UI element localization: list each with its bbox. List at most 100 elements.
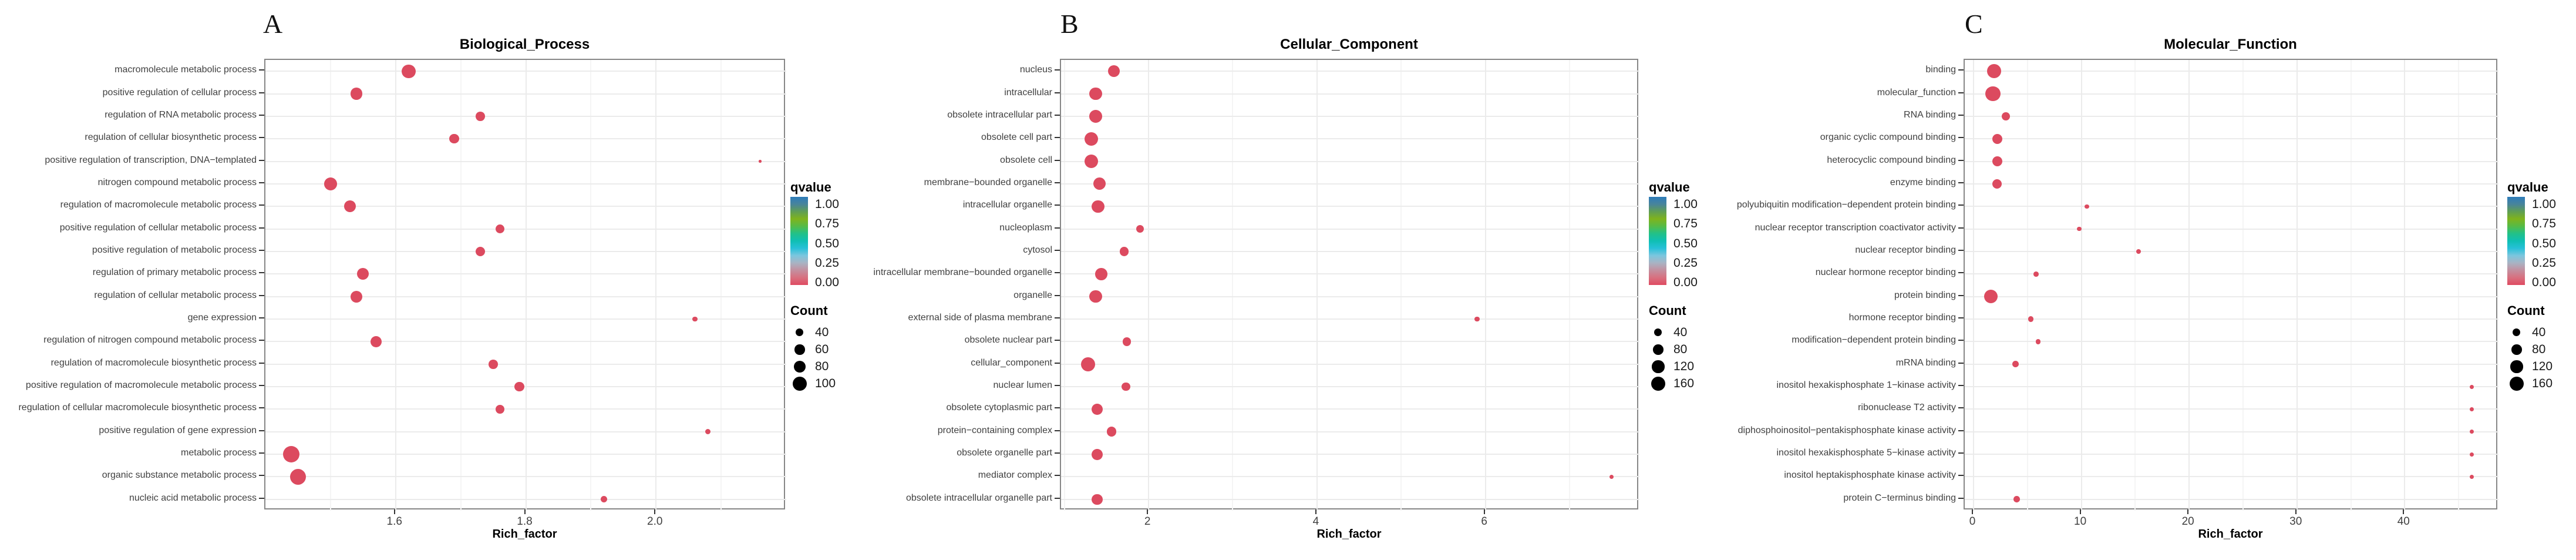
gridline-row <box>265 93 786 95</box>
y-tick <box>1055 137 1060 139</box>
count-legend-dot <box>1651 376 1665 391</box>
data-point <box>2469 452 2474 457</box>
data-point <box>1122 337 1131 346</box>
x-tick-label: 40 <box>2397 515 2410 528</box>
gridline-row <box>1965 206 2498 207</box>
legend-qvalue-title: qvalue <box>1649 180 1690 195</box>
gridline-minor <box>720 60 722 511</box>
x-tick-label: 2 <box>1144 515 1151 528</box>
gridline-row <box>1061 431 1639 432</box>
gridline-major <box>2188 60 2190 511</box>
count-legend-dot <box>2511 344 2522 355</box>
data-point <box>475 246 485 256</box>
x-tick <box>524 509 526 514</box>
data-point <box>1119 247 1129 256</box>
gridline-row <box>1061 273 1639 275</box>
gridline-row <box>265 160 786 162</box>
y-tick <box>1958 407 1964 409</box>
y-axis-label: nuclear lumen <box>993 380 1053 391</box>
y-axis-label: positive regulation of macromolecule met… <box>25 380 257 391</box>
count-legend-dot <box>1652 360 1665 373</box>
y-axis-label: nuclear hormone receptor binding <box>1815 267 1956 278</box>
gridline-row <box>1061 160 1639 162</box>
y-axis-label: hormone receptor binding <box>1848 313 1956 323</box>
gridline-row <box>1965 318 2498 320</box>
x-tick <box>1483 509 1485 514</box>
data-point <box>2035 339 2041 344</box>
data-point <box>1084 132 1099 146</box>
panel-B-letter: B <box>1060 9 1079 39</box>
gridline-major <box>1148 60 1150 511</box>
gridline-minor <box>2350 60 2352 511</box>
y-tick <box>259 272 264 274</box>
gridline-minor <box>1063 60 1065 511</box>
qvalue-colorbar <box>790 197 808 285</box>
data-point <box>2033 271 2039 277</box>
y-axis-label: nuclear receptor binding <box>1855 244 1956 255</box>
gridline-minor <box>590 60 592 511</box>
gridline-row <box>265 408 786 410</box>
y-tick <box>1055 159 1060 161</box>
y-axis-label: nucleus <box>1019 65 1052 75</box>
gridline-major <box>2296 60 2298 511</box>
data-point <box>1084 154 1099 169</box>
gridline-row <box>1965 93 2498 95</box>
gridline-major <box>655 60 657 511</box>
legend-qvalue-title: qvalue <box>790 180 831 195</box>
data-point <box>692 316 698 322</box>
data-point <box>2002 112 2010 120</box>
gridline-row <box>1965 138 2498 140</box>
y-tick <box>1055 272 1060 274</box>
gridline-major <box>1973 60 1975 511</box>
x-tick-label: 6 <box>1481 515 1487 528</box>
plot-area-C <box>1964 59 2498 511</box>
count-legend-label: 120 <box>2532 360 2553 373</box>
gridline-row <box>1965 386 2498 388</box>
y-tick <box>259 385 264 387</box>
gridline-row <box>1965 115 2498 117</box>
y-axis-label: obsolete organelle part <box>957 448 1052 458</box>
qvalue-tick-label: 0.50 <box>2532 236 2556 250</box>
y-tick <box>259 317 264 319</box>
y-axis-label: external side of plasma membrane <box>908 313 1052 323</box>
x-tick <box>1315 509 1316 514</box>
data-point <box>2469 407 2474 411</box>
y-tick <box>1958 159 1964 161</box>
y-tick <box>1958 182 1964 183</box>
gridline-row <box>1061 386 1639 388</box>
y-tick <box>1958 249 1964 251</box>
data-point <box>2013 496 2020 503</box>
gridline-row <box>1061 93 1639 95</box>
y-axis-label: regulation of cellular metabolic process <box>94 290 257 300</box>
y-tick <box>1958 69 1964 71</box>
qvalue-tick-label: 0.00 <box>1673 276 1698 290</box>
count-legend-label: 80 <box>815 360 829 373</box>
data-point <box>489 359 498 369</box>
count-legend-label: 120 <box>1673 360 1695 373</box>
y-axis-label: obsolete cytoplasmic part <box>946 403 1052 413</box>
data-point <box>1092 494 1103 505</box>
data-point <box>705 429 711 435</box>
x-tick-label: 20 <box>2181 515 2194 528</box>
legend-count-title: Count <box>1649 303 1686 318</box>
gridline-major <box>2404 60 2406 511</box>
y-tick <box>1055 475 1060 477</box>
data-point <box>495 405 504 414</box>
y-tick <box>1055 204 1060 206</box>
count-legend-label: 40 <box>2532 326 2546 339</box>
x-tick <box>1972 509 1974 514</box>
count-legend-dot <box>793 360 806 373</box>
y-tick <box>1055 294 1060 296</box>
x-axis-title: Rich_factor <box>492 528 557 541</box>
gridline-row <box>1061 71 1639 72</box>
data-point <box>1092 448 1103 460</box>
data-point <box>601 496 608 503</box>
y-axis-label: enzyme binding <box>1890 177 1956 187</box>
y-axis-label: inositol hexakisphosphate 5−kinase activ… <box>1776 448 1956 458</box>
gridline-major <box>1484 60 1486 511</box>
y-tick <box>1958 114 1964 116</box>
qvalue-tick-label: 0.00 <box>2532 276 2556 290</box>
y-axis-label: nuclear receptor transcription coactivat… <box>1755 222 1956 233</box>
data-point <box>495 224 504 234</box>
qvalue-colorbar <box>1649 197 1666 285</box>
